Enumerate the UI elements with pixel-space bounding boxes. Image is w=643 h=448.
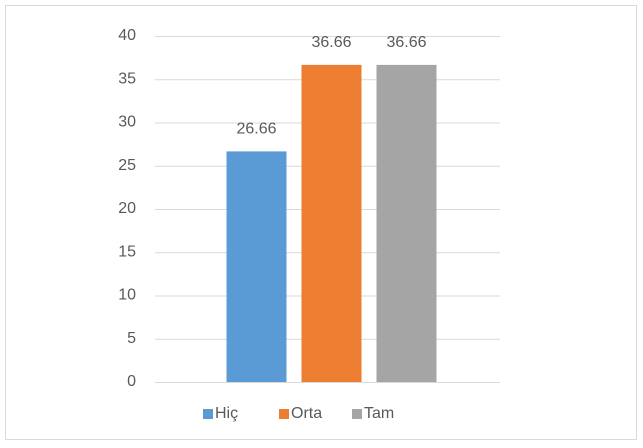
y-tick-label: 20 <box>118 200 136 217</box>
legend-label: Orta <box>291 405 322 422</box>
y-tick-label: 40 <box>118 27 136 44</box>
legend-label: Hiç <box>215 405 238 422</box>
y-tick-label: 15 <box>118 243 136 260</box>
y-tick-label: 25 <box>118 157 136 174</box>
y-tick-label: 0 <box>127 373 136 390</box>
y-tick-label: 30 <box>118 114 136 131</box>
legend-swatch <box>203 409 213 419</box>
legend-swatch <box>352 409 362 419</box>
bar <box>376 64 437 383</box>
legend-label: Tam <box>364 405 394 422</box>
data-label: 36.66 <box>311 34 351 51</box>
bar <box>226 151 287 382</box>
bar <box>301 64 362 383</box>
legend-swatch <box>279 409 289 419</box>
y-tick-label: 10 <box>118 287 136 304</box>
y-tick-label: 35 <box>118 70 136 87</box>
data-label: 26.66 <box>236 121 276 138</box>
data-label: 36.66 <box>386 34 426 51</box>
y-tick-label: 5 <box>127 330 136 347</box>
